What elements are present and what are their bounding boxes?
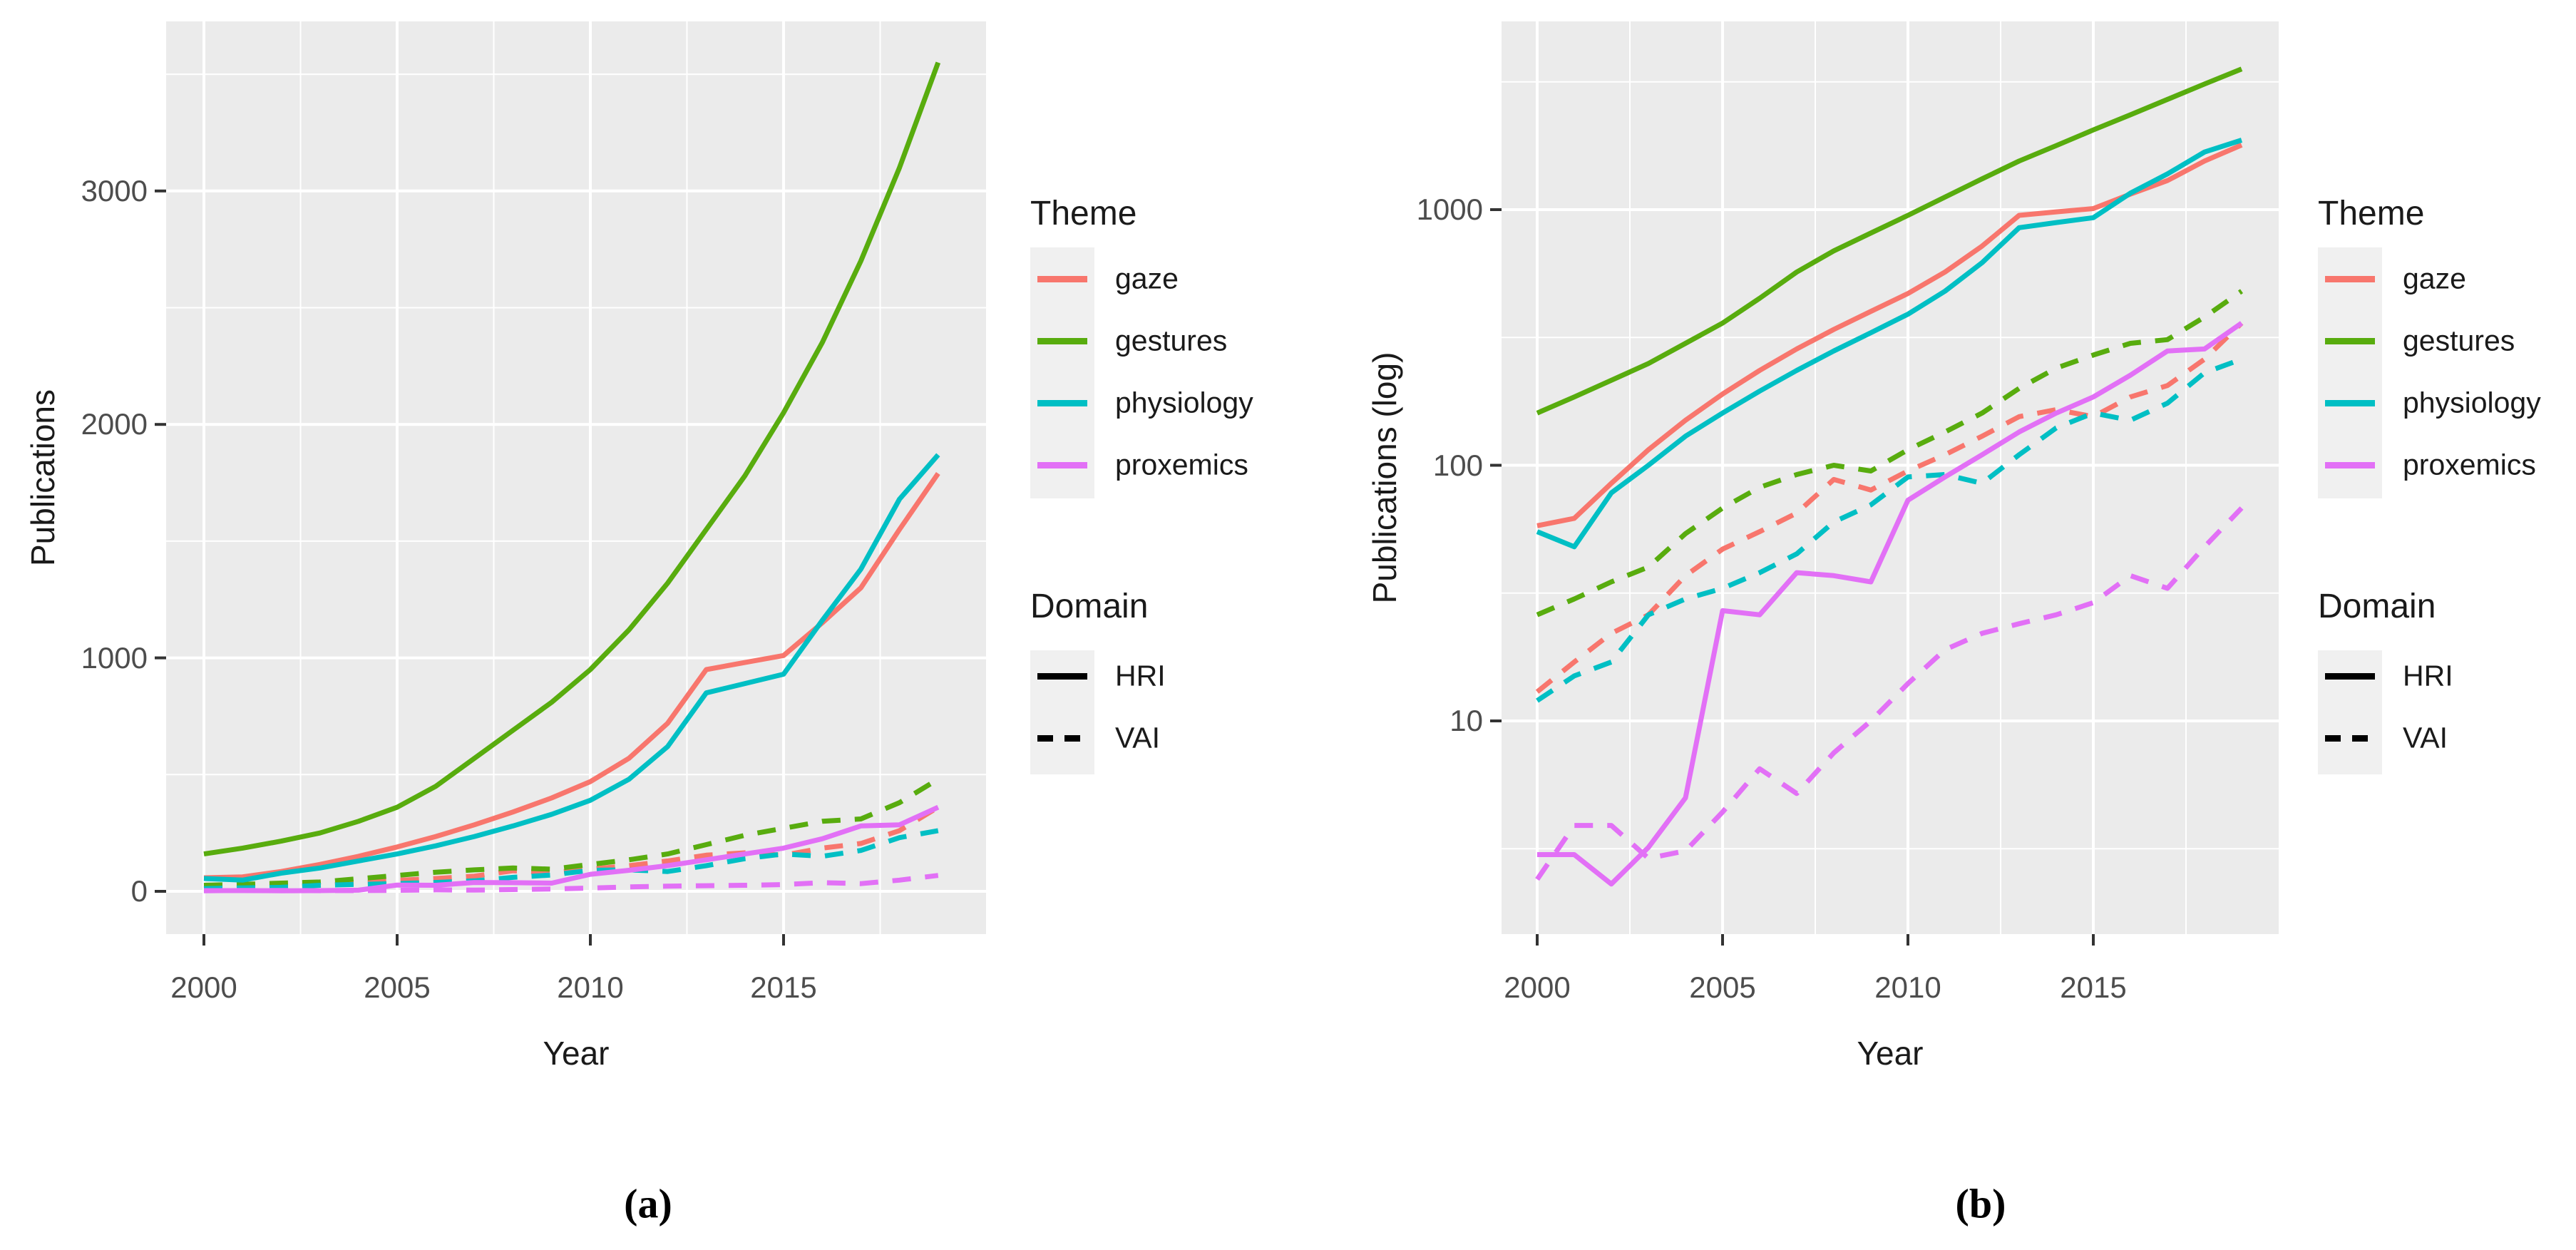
- series-line-proxemics-VAI-chart-a: [203, 873, 939, 893]
- legend-key-line-VAI: [2325, 735, 2375, 742]
- y-tick-label: 100: [1432, 448, 1483, 482]
- legend-domain-title: Domain: [1030, 588, 1149, 625]
- series-line-gestures-VAI-chart-a: [203, 777, 940, 888]
- legend-theme-title: Theme: [1030, 195, 1137, 232]
- legend-key-line-physiology: [1037, 400, 1087, 406]
- x-tick-label: 2005: [364, 970, 431, 1004]
- legend-label-gestures: gestures: [2403, 324, 2515, 357]
- x-tick-label: 2015: [2060, 970, 2127, 1004]
- y-tick-label: 3000: [81, 173, 148, 208]
- legend-key-line-gaze: [2325, 276, 2375, 282]
- y-tick-label: 0: [130, 874, 148, 908]
- legend-label-proxemics: proxemics: [1115, 448, 1248, 481]
- y-tick-label: 10: [1449, 704, 1483, 737]
- series-line-physiology-HRI-chart-a: [203, 453, 940, 883]
- x-tick-label: 2015: [750, 970, 817, 1004]
- legend-domain-keybox: [1030, 650, 1094, 774]
- chart-a-y-axis-title: Publications: [24, 389, 61, 567]
- legend-key-line-VAI: [1037, 735, 1087, 742]
- x-tick-label: 2010: [557, 970, 624, 1004]
- legend-theme-title: Theme: [2318, 195, 2425, 232]
- legend-theme-keybox: [1030, 247, 1094, 498]
- x-tick-label: 2010: [1874, 970, 1941, 1004]
- x-tick-label: 2005: [1689, 970, 1756, 1004]
- legend-label-gaze: gaze: [1115, 262, 1179, 295]
- x-tick-label: 2000: [1504, 970, 1571, 1004]
- series-line-gestures-VAI-chart-b: [1536, 289, 2244, 618]
- legend-key-line-proxemics: [2325, 462, 2375, 468]
- series-line-physiology-HRI-chart-b: [1536, 138, 2243, 550]
- series-line-proxemics-HRI-chart-b: [1537, 321, 2244, 887]
- y-tick-label: 1000: [81, 640, 148, 675]
- series-line-gaze-VAI-chart-b: [1535, 321, 2244, 694]
- legend-label-gestures: gestures: [1115, 324, 1228, 357]
- series-line-gestures-HRI-chart-a: [203, 61, 941, 857]
- chart-a-x-axis-title: Year: [543, 1035, 610, 1072]
- legend-label-proxemics: proxemics: [2403, 448, 2536, 481]
- y-tick-label: 1000: [1416, 193, 1483, 226]
- legend-key-line-physiology: [2325, 400, 2375, 406]
- legend-key-line-proxemics: [1037, 462, 1087, 468]
- legend-key-line-HRI: [1037, 673, 1087, 680]
- legend-label-VAI: VAI: [1115, 721, 1161, 754]
- legend-label-HRI: HRI: [1115, 659, 1166, 692]
- legend-label-physiology: physiology: [2403, 386, 2541, 419]
- legend-domain-title: Domain: [2318, 588, 2436, 625]
- legend-key-line-gaze: [1037, 276, 1087, 282]
- caption-b: (b): [1955, 1180, 2006, 1227]
- x-tick-label: 2000: [170, 970, 237, 1004]
- series-line-physiology-VAI-chart-a: [203, 828, 939, 891]
- caption-a: (a): [624, 1180, 672, 1227]
- chart-b-y-axis-title: Publications (log): [1366, 352, 1403, 604]
- series-line-proxemics-HRI-chart-a: [204, 804, 940, 893]
- legend-key-line-gestures: [2325, 338, 2375, 344]
- legend-label-HRI: HRI: [2403, 659, 2453, 692]
- series-line-proxemics-VAI-chart-b: [1535, 506, 2244, 881]
- chart-b-x-axis-title: Year: [1857, 1035, 1924, 1072]
- y-tick-label: 2000: [81, 407, 148, 441]
- legend-key-line-HRI: [2325, 673, 2375, 680]
- chart-a-panel: [166, 21, 986, 934]
- legend-theme-keybox: [2318, 247, 2382, 498]
- legend-key-line-gestures: [1037, 338, 1087, 344]
- legend-label-VAI: VAI: [2403, 721, 2448, 754]
- legend-domain-keybox: [2318, 650, 2382, 774]
- legend-label-gaze: gaze: [2403, 262, 2466, 295]
- legend-label-physiology: physiology: [1115, 386, 1253, 419]
- series-line-gestures-HRI-chart-b: [1536, 66, 2243, 416]
